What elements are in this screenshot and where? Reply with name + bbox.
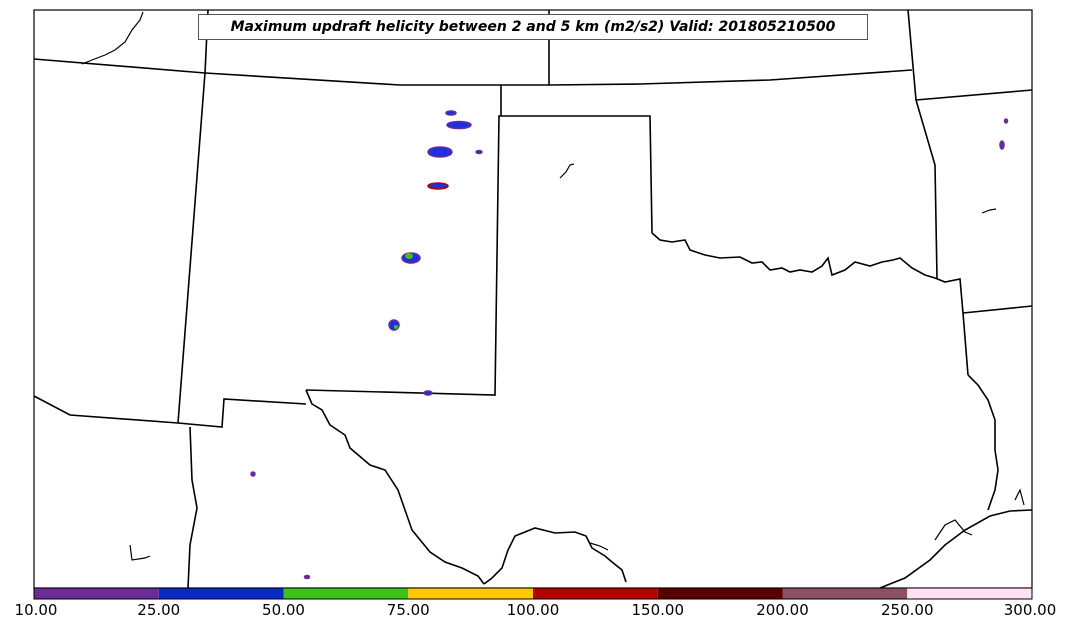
arizona-north-border bbox=[33, 395, 179, 424]
arkansas-louisiana-border bbox=[962, 305, 1033, 314]
colorbar-swatch bbox=[533, 588, 658, 599]
oklahoma-north-border bbox=[501, 115, 653, 234]
storm-cell bbox=[388, 319, 400, 331]
new-mexico-west-border bbox=[177, 72, 206, 424]
storm-cell bbox=[427, 182, 449, 190]
texas-west-border bbox=[305, 389, 485, 585]
storm-cell-core bbox=[394, 325, 398, 329]
colorbar-tick-label: 100.00 bbox=[506, 601, 560, 619]
colorbar-tick-label: 300.00 bbox=[1003, 601, 1057, 619]
colorbar-tick-label: 75.00 bbox=[386, 601, 430, 619]
colorbar-swatch bbox=[408, 588, 533, 599]
texas-louisiana-border bbox=[967, 374, 999, 511]
storm-cell bbox=[445, 110, 457, 116]
new-mexico-south-border bbox=[177, 398, 307, 428]
storm-cell bbox=[475, 149, 483, 155]
gulf-marsh-outline bbox=[934, 519, 973, 541]
colorbar-swatch bbox=[907, 588, 1032, 599]
helicity-cells bbox=[250, 110, 1009, 580]
storm-cell bbox=[446, 120, 472, 130]
great-salt-lake-outline bbox=[81, 11, 144, 65]
lake-outline-4 bbox=[1014, 488, 1025, 506]
storm-cell bbox=[1003, 118, 1009, 124]
map-title: Maximum updraft helicity between 2 and 5… bbox=[198, 14, 868, 40]
lake-outline bbox=[559, 163, 575, 179]
map-frame bbox=[33, 9, 1033, 589]
coastlines bbox=[81, 11, 1025, 561]
colorbar-swatch bbox=[657, 588, 783, 599]
kansas-missouri-border bbox=[907, 9, 938, 279]
lake-outline-2 bbox=[981, 208, 997, 214]
colorbar-tick-label: 10.00 bbox=[14, 601, 58, 619]
colorbar-swatch bbox=[283, 588, 409, 599]
colorbar-swatch bbox=[158, 588, 284, 599]
rio-grande bbox=[483, 527, 627, 585]
storm-cell bbox=[999, 140, 1005, 150]
colorbar-tick-label: 150.00 bbox=[631, 601, 685, 619]
gulf-coast bbox=[879, 509, 1033, 589]
colorbar-tick-label: 250.00 bbox=[881, 601, 934, 619]
storm-cell bbox=[303, 574, 311, 580]
missouri-arkansas-border bbox=[915, 89, 1033, 101]
colorbar-tick-label: 50.00 bbox=[262, 601, 305, 619]
colorbar bbox=[33, 587, 1033, 600]
mexico-border bbox=[187, 426, 198, 589]
storm-cell bbox=[250, 471, 256, 477]
red-river bbox=[651, 232, 969, 376]
storm-cell bbox=[427, 146, 453, 158]
colorbar-tick-label: 25.00 bbox=[137, 601, 181, 619]
lake-outline-3 bbox=[129, 544, 151, 561]
storm-cell bbox=[423, 390, 433, 396]
state-borders bbox=[33, 9, 1033, 589]
colorbar-tick-label: 200.00 bbox=[756, 601, 809, 619]
colorbar-outline bbox=[33, 587, 1033, 600]
reservoir-outline bbox=[589, 542, 609, 551]
colorbar-swatch bbox=[34, 588, 159, 599]
storm-cell-core bbox=[405, 253, 413, 259]
colorbar-swatch bbox=[782, 588, 908, 599]
